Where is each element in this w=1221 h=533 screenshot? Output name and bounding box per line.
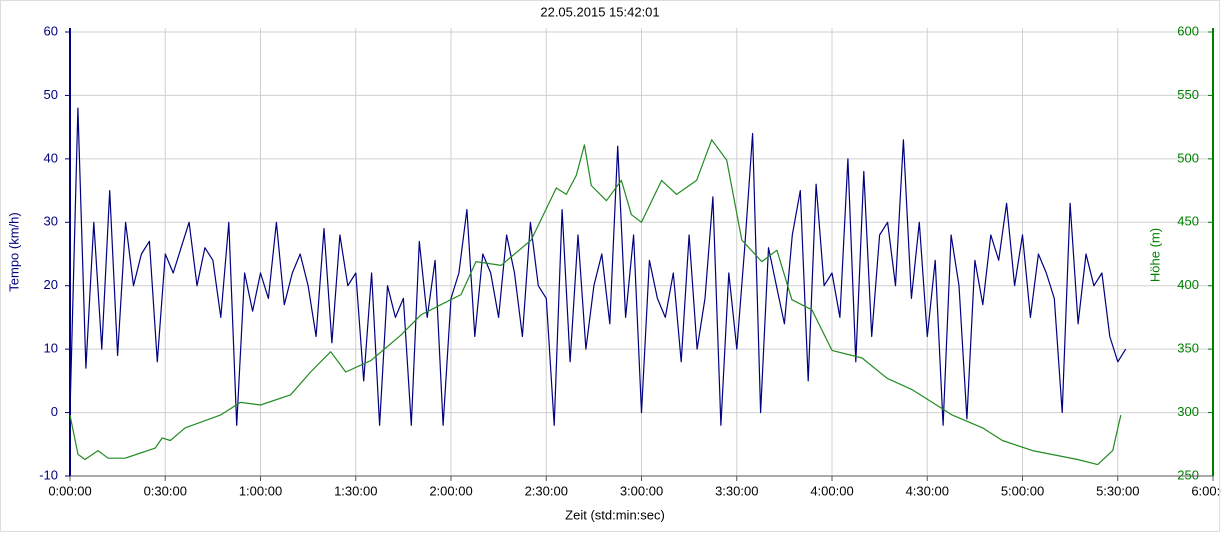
- y2-axis-label: Höhe (m): [1147, 228, 1162, 282]
- y2-tick-label: 450: [1177, 214, 1199, 229]
- x-tick-label: 3:30:00: [715, 483, 758, 498]
- y2-tick-label: 400: [1177, 277, 1199, 292]
- y-axis-label: Tempo (km/h): [6, 212, 21, 291]
- x-tick-label: 2:30:00: [525, 483, 568, 498]
- x-tick-label: 4:00:00: [810, 483, 853, 498]
- y-tick-label: 60: [44, 23, 58, 38]
- y2-tick-label: 500: [1177, 150, 1199, 165]
- x-tick-label: 4:30:00: [906, 483, 949, 498]
- y-tick-label: -10: [39, 467, 58, 482]
- y2-tick-label: 350: [1177, 341, 1199, 356]
- data-line: [69, 107, 1127, 426]
- x-tick-label: 1:30:00: [334, 483, 377, 498]
- x-tick-label: 1:00:00: [239, 483, 282, 498]
- x-tick-label: 6:00:00: [1191, 483, 1221, 498]
- x-axis-label: Zeit (std:min:sec): [565, 507, 665, 522]
- y2-tick-label: 550: [1177, 87, 1199, 102]
- y-tick-label: 40: [44, 150, 58, 165]
- data-line: [69, 139, 1122, 466]
- y-tick-label: 30: [44, 214, 58, 229]
- x-tick-label: 0:00:00: [48, 483, 91, 498]
- x-tick-label: 5:00:00: [1001, 483, 1044, 498]
- y2-tick-label: 600: [1177, 23, 1199, 38]
- x-tick-label: 3:00:00: [620, 483, 663, 498]
- y-tick-label: 10: [44, 341, 58, 356]
- x-tick-label: 2:00:00: [429, 483, 472, 498]
- y2-tick-label: 250: [1177, 467, 1199, 482]
- y2-tick-label: 300: [1177, 404, 1199, 419]
- y-tick-label: 0: [51, 404, 58, 419]
- x-tick-label: 0:30:00: [144, 483, 187, 498]
- y-tick-label: 50: [44, 87, 58, 102]
- x-tick-label: 5:30:00: [1096, 483, 1139, 498]
- chart-title: 22.05.2015 15:42:01: [540, 4, 659, 19]
- y-tick-label: 20: [44, 277, 58, 292]
